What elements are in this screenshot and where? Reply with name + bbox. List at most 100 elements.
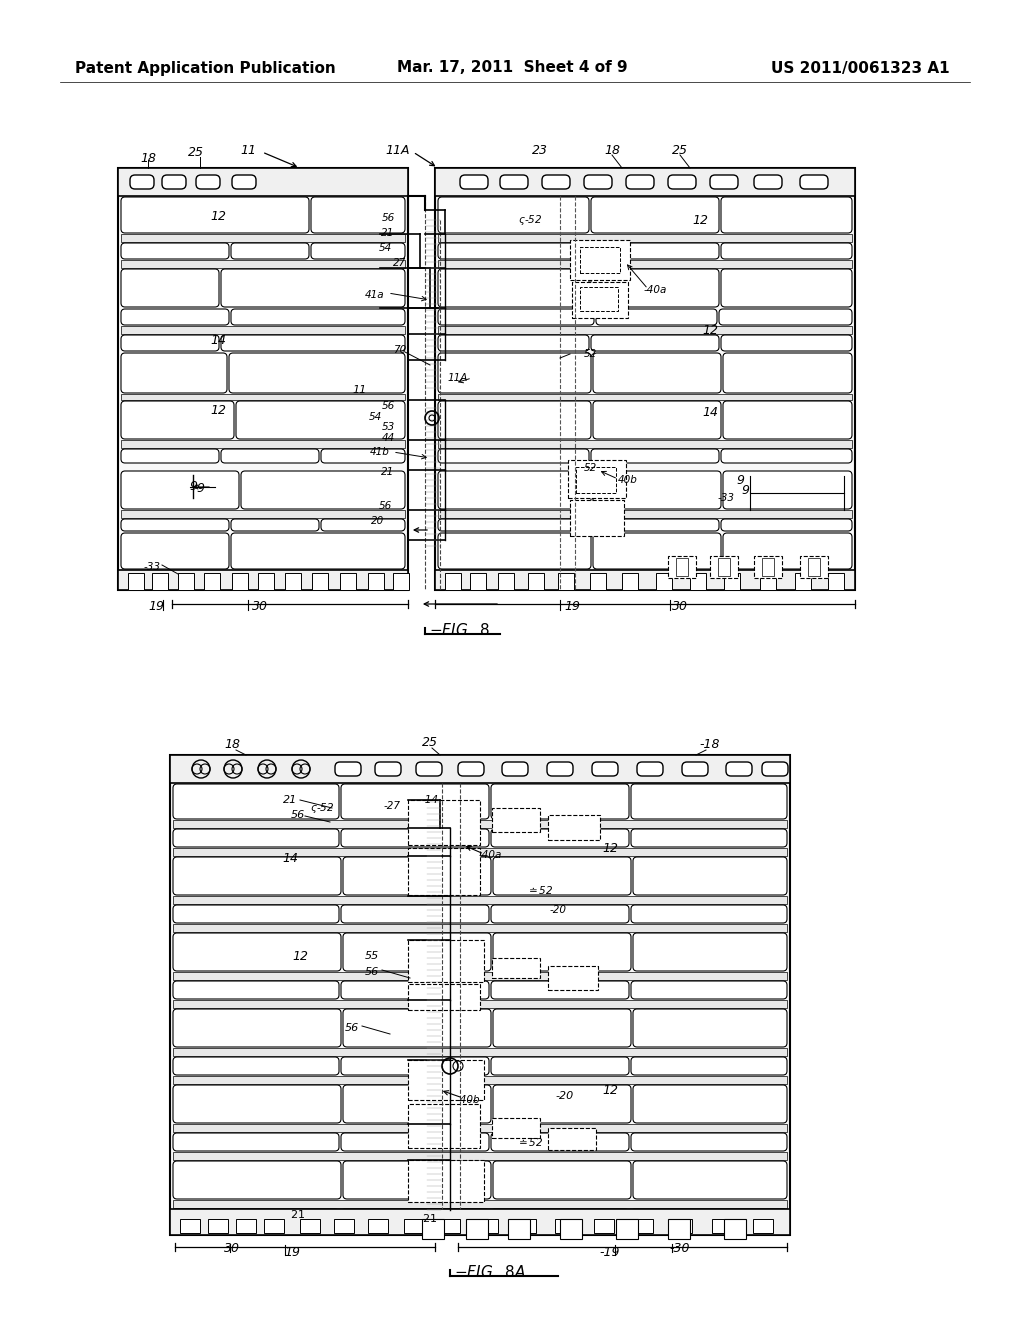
Text: 18: 18 — [224, 738, 240, 751]
FancyBboxPatch shape — [232, 176, 256, 189]
Text: -30: -30 — [670, 1242, 690, 1254]
FancyBboxPatch shape — [321, 519, 406, 531]
Bar — [435, 168, 855, 195]
Bar — [753, 1218, 773, 1233]
Bar — [173, 820, 787, 828]
Bar — [590, 573, 606, 590]
FancyBboxPatch shape — [593, 471, 721, 510]
FancyBboxPatch shape — [502, 762, 528, 776]
Bar — [170, 1209, 790, 1236]
Bar — [570, 240, 630, 280]
Bar — [368, 1218, 388, 1233]
Bar — [570, 500, 624, 536]
FancyBboxPatch shape — [321, 449, 406, 463]
Text: -40b: -40b — [456, 1096, 480, 1105]
Bar — [408, 1104, 480, 1148]
Bar — [121, 510, 406, 517]
Bar — [710, 556, 738, 578]
Bar — [340, 573, 356, 590]
FancyBboxPatch shape — [593, 401, 721, 440]
FancyBboxPatch shape — [438, 269, 589, 308]
Bar — [492, 958, 540, 978]
FancyBboxPatch shape — [173, 906, 339, 923]
Text: 56: 56 — [381, 213, 394, 223]
Text: 27: 27 — [393, 257, 407, 268]
Bar — [408, 800, 480, 845]
Text: 25: 25 — [672, 144, 688, 157]
Bar — [656, 573, 672, 590]
Bar — [528, 573, 544, 590]
FancyBboxPatch shape — [343, 1085, 490, 1123]
Bar — [594, 1218, 614, 1233]
FancyBboxPatch shape — [121, 533, 229, 569]
FancyBboxPatch shape — [493, 1162, 631, 1199]
Bar — [828, 573, 844, 590]
FancyBboxPatch shape — [592, 762, 618, 776]
FancyBboxPatch shape — [231, 519, 319, 531]
FancyBboxPatch shape — [231, 533, 406, 569]
Bar — [312, 573, 328, 590]
Text: Patent Application Publication: Patent Application Publication — [75, 61, 336, 75]
FancyBboxPatch shape — [721, 243, 852, 259]
Text: -33: -33 — [718, 492, 734, 503]
Bar — [173, 1125, 787, 1133]
FancyBboxPatch shape — [591, 519, 719, 531]
Bar — [236, 1218, 256, 1233]
Bar — [204, 573, 220, 590]
FancyBboxPatch shape — [173, 1162, 341, 1199]
Bar — [445, 573, 461, 590]
FancyBboxPatch shape — [173, 1085, 341, 1123]
Text: 11: 11 — [353, 385, 368, 395]
Text: US 2011/0061323 A1: US 2011/0061323 A1 — [771, 61, 950, 75]
FancyBboxPatch shape — [173, 1008, 341, 1047]
FancyBboxPatch shape — [591, 269, 719, 308]
Bar — [516, 1218, 536, 1233]
Bar — [173, 972, 787, 979]
Bar — [672, 1218, 692, 1233]
FancyBboxPatch shape — [173, 981, 339, 999]
Bar — [438, 510, 852, 517]
Bar — [232, 573, 248, 590]
Bar — [580, 286, 618, 312]
FancyBboxPatch shape — [490, 1057, 629, 1074]
FancyBboxPatch shape — [121, 335, 219, 351]
Text: 30: 30 — [224, 1242, 240, 1254]
Bar — [676, 558, 688, 576]
Text: $\varsigma$-52: $\varsigma$-52 — [310, 801, 334, 814]
FancyBboxPatch shape — [121, 471, 239, 510]
FancyBboxPatch shape — [762, 762, 788, 776]
Text: 19: 19 — [564, 601, 580, 614]
Bar — [118, 168, 408, 195]
Text: 14: 14 — [702, 405, 718, 418]
FancyBboxPatch shape — [719, 309, 852, 325]
FancyBboxPatch shape — [490, 906, 629, 923]
Text: 21: 21 — [283, 795, 297, 805]
FancyBboxPatch shape — [343, 933, 490, 972]
FancyBboxPatch shape — [221, 449, 319, 463]
FancyBboxPatch shape — [626, 176, 654, 189]
Bar — [173, 896, 787, 904]
FancyBboxPatch shape — [591, 197, 719, 234]
Text: 9: 9 — [741, 483, 749, 496]
Text: -33: -33 — [143, 562, 161, 572]
FancyBboxPatch shape — [800, 176, 828, 189]
FancyBboxPatch shape — [721, 335, 852, 351]
FancyBboxPatch shape — [196, 176, 220, 189]
FancyBboxPatch shape — [726, 762, 752, 776]
FancyBboxPatch shape — [341, 1209, 489, 1225]
Bar — [622, 573, 638, 590]
FancyBboxPatch shape — [631, 829, 787, 847]
Bar — [508, 1218, 530, 1239]
FancyBboxPatch shape — [490, 784, 629, 818]
Bar — [568, 459, 626, 498]
FancyBboxPatch shape — [493, 933, 631, 972]
FancyBboxPatch shape — [121, 197, 309, 234]
FancyBboxPatch shape — [341, 1057, 489, 1074]
FancyBboxPatch shape — [631, 1057, 787, 1074]
Bar — [466, 1218, 488, 1239]
FancyBboxPatch shape — [458, 762, 484, 776]
Bar — [438, 440, 852, 447]
FancyBboxPatch shape — [723, 471, 852, 510]
FancyBboxPatch shape — [631, 1133, 787, 1151]
Text: -14: -14 — [422, 795, 438, 805]
